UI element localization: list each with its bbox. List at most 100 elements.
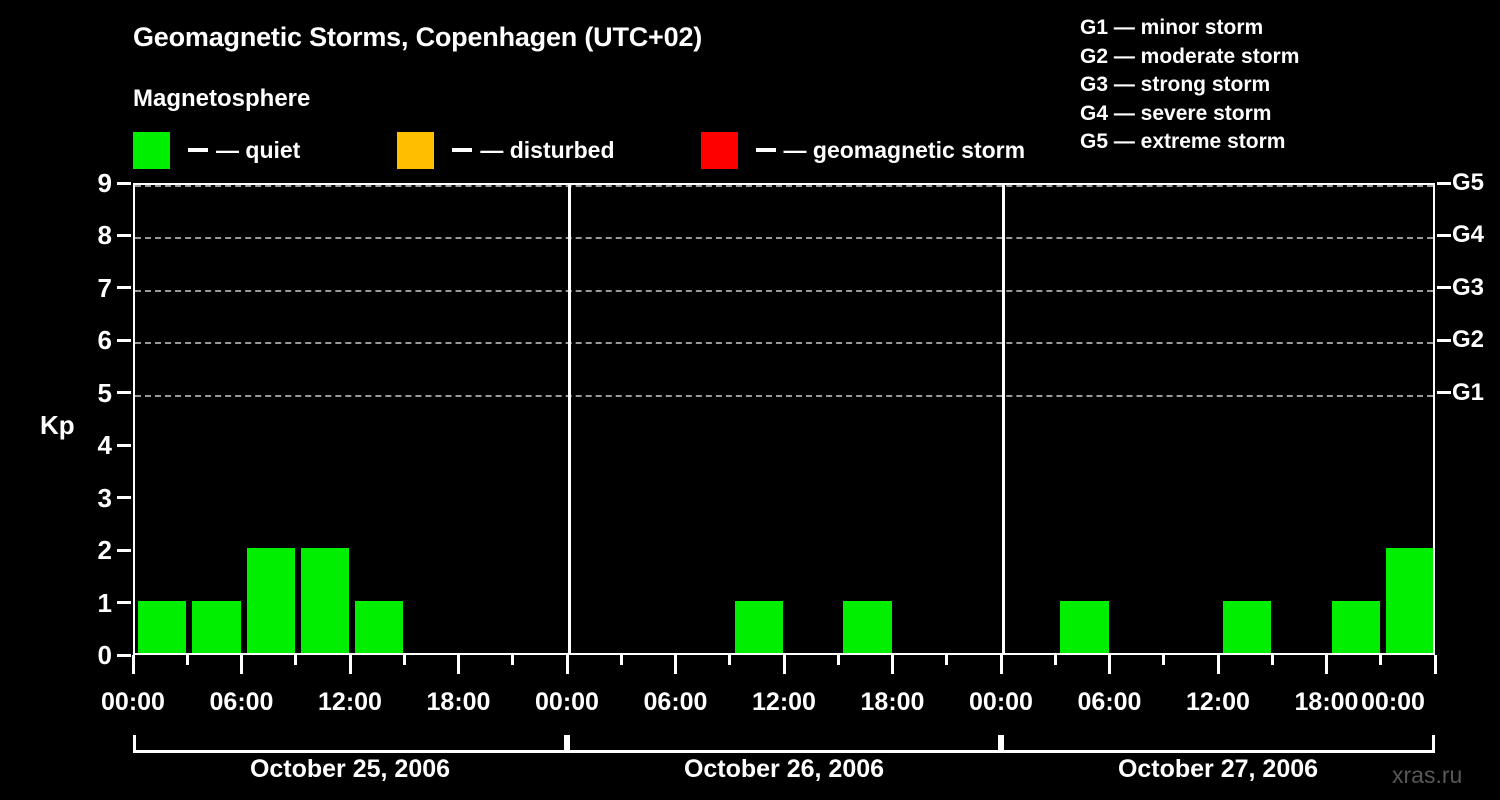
y-tick-label-3: 3 xyxy=(97,482,112,513)
g-scale-line-g1: G1 — minor storm xyxy=(1080,16,1264,39)
bar xyxy=(192,600,241,653)
x-tick-minor xyxy=(511,655,515,665)
x-tick-minor xyxy=(185,655,189,665)
g-tick-g3 xyxy=(1437,286,1451,290)
y-tick-6 xyxy=(117,338,131,342)
g-axis-label-g4: G4 xyxy=(1452,221,1485,249)
x-tick-major xyxy=(565,655,569,674)
y-tick-9 xyxy=(117,181,131,185)
x-tick-major xyxy=(1433,655,1437,674)
legend-label-quiet: — quiet xyxy=(216,136,301,163)
g-scale-line-g4: G4 — severe storm xyxy=(1080,101,1272,125)
page-title: Geomagnetic Storms, Copenhagen (UTC+02) xyxy=(133,22,703,52)
g-tick-g2 xyxy=(1437,338,1451,342)
g-tick-g1 xyxy=(1437,391,1451,395)
legend-item-geomagnetic-storm: — geomagnetic storm xyxy=(700,131,1026,169)
g-scale-line-g5: G5 — extreme storm xyxy=(1080,130,1286,153)
x-tick-major xyxy=(457,655,460,674)
g-tick-g4 xyxy=(1437,233,1451,237)
y-axis-title: Kp xyxy=(40,410,75,440)
x-tick-label: 12:00 xyxy=(1186,688,1250,716)
bar xyxy=(734,600,783,653)
g-axis-label-g2: G2 xyxy=(1452,326,1485,354)
x-tick-minor xyxy=(294,655,298,665)
y-tick-3 xyxy=(117,496,131,500)
gridline-kp-8 xyxy=(135,237,1433,240)
x-tick-label: 06:00 xyxy=(643,688,708,716)
g-scale-legend: G1 — minor storm G2 — moderate storm G3 … xyxy=(1080,14,1299,157)
bar xyxy=(1385,548,1433,653)
x-tick-label: 00:00 xyxy=(535,688,599,716)
y-tick-4 xyxy=(117,443,131,447)
x-tick-label: 12:00 xyxy=(318,688,382,716)
day-label: October 27, 2006 xyxy=(1117,755,1319,783)
y-tick-label-8: 8 xyxy=(97,220,112,251)
x-tick-label: 00:00 xyxy=(1361,688,1425,716)
y-tick-7 xyxy=(117,286,131,290)
x-tick-major xyxy=(782,655,786,674)
legend-label-geomagnetic-storm: — geomagnetic storm xyxy=(783,136,1026,163)
legend-dash-icon xyxy=(452,148,473,152)
x-tick-major xyxy=(131,655,135,674)
legend-item-disturbed: — disturbed xyxy=(397,131,615,169)
x-tick-label: 18:00 xyxy=(860,688,925,716)
gridline-kp-9 xyxy=(135,185,1433,187)
x-tick-minor xyxy=(728,655,732,665)
legend-item-quiet: — quiet xyxy=(133,131,300,169)
legend-swatch-quiet-icon xyxy=(133,131,170,169)
day-label: October 25, 2006 xyxy=(249,755,451,783)
x-tick-label: 06:00 xyxy=(1077,688,1142,716)
bar xyxy=(1060,600,1109,653)
x-tick-minor xyxy=(1379,655,1383,665)
g-axis-label-g1: G1 xyxy=(1452,378,1485,406)
x-tick-minor xyxy=(1162,655,1166,665)
x-tick-major xyxy=(891,655,894,674)
y-tick-2 xyxy=(117,548,131,552)
day-separator xyxy=(1001,185,1005,653)
g-scale-line-g3: G3 — strong storm xyxy=(1080,73,1271,96)
x-tick-label: 06:00 xyxy=(209,688,274,716)
g-axis-label-g3: G3 xyxy=(1452,273,1485,301)
bar xyxy=(355,600,404,653)
watermark: xras.ru xyxy=(1392,762,1463,788)
x-tick-major xyxy=(240,655,243,674)
bar xyxy=(138,600,187,653)
x-tick-minor xyxy=(1053,655,1057,665)
x-tick-label: 00:00 xyxy=(969,688,1033,716)
x-tick-minor xyxy=(619,655,623,665)
y-tick-label-0: 0 xyxy=(97,640,112,670)
legend-dash-icon xyxy=(755,148,776,152)
y-tick-label-2: 2 xyxy=(97,535,112,566)
y-tick-label-4: 4 xyxy=(97,430,112,461)
y-tick-label-7: 7 xyxy=(97,272,112,303)
y-tick-label-5: 5 xyxy=(97,377,112,408)
y-tick-8 xyxy=(117,233,131,237)
legend-swatch-disturbed-icon xyxy=(397,131,435,169)
g-axis-label-g5: G5 xyxy=(1452,169,1485,196)
y-tick-label-9: 9 xyxy=(97,168,112,198)
bar xyxy=(300,548,349,653)
bar xyxy=(246,548,295,653)
day-bracket xyxy=(567,735,1001,753)
y-tick-label-1: 1 xyxy=(97,587,112,618)
bar xyxy=(1223,600,1272,653)
x-tick-major xyxy=(1108,655,1111,674)
x-tick-label: 18:00 xyxy=(1294,688,1359,716)
gridline-kp-5 xyxy=(135,394,1433,397)
x-tick-minor xyxy=(945,655,949,665)
x-tick-minor xyxy=(1270,655,1274,665)
x-tick-major xyxy=(1325,655,1328,674)
x-tick-label: 18:00 xyxy=(426,688,491,716)
x-tick-label: 12:00 xyxy=(752,688,816,716)
x-tick-minor xyxy=(836,655,840,665)
x-tick-label: 00:00 xyxy=(101,688,165,716)
plot-area xyxy=(133,183,1435,655)
day-bracket xyxy=(133,735,567,753)
x-tick-minor xyxy=(402,655,406,665)
series-title: Magnetosphere xyxy=(133,85,311,112)
y-tick-5 xyxy=(117,391,131,395)
x-tick-major xyxy=(999,655,1003,674)
magnetosphere-legend: — quiet — disturbed — geomagnetic storm xyxy=(133,131,1025,169)
legend-dash-icon xyxy=(188,148,208,152)
